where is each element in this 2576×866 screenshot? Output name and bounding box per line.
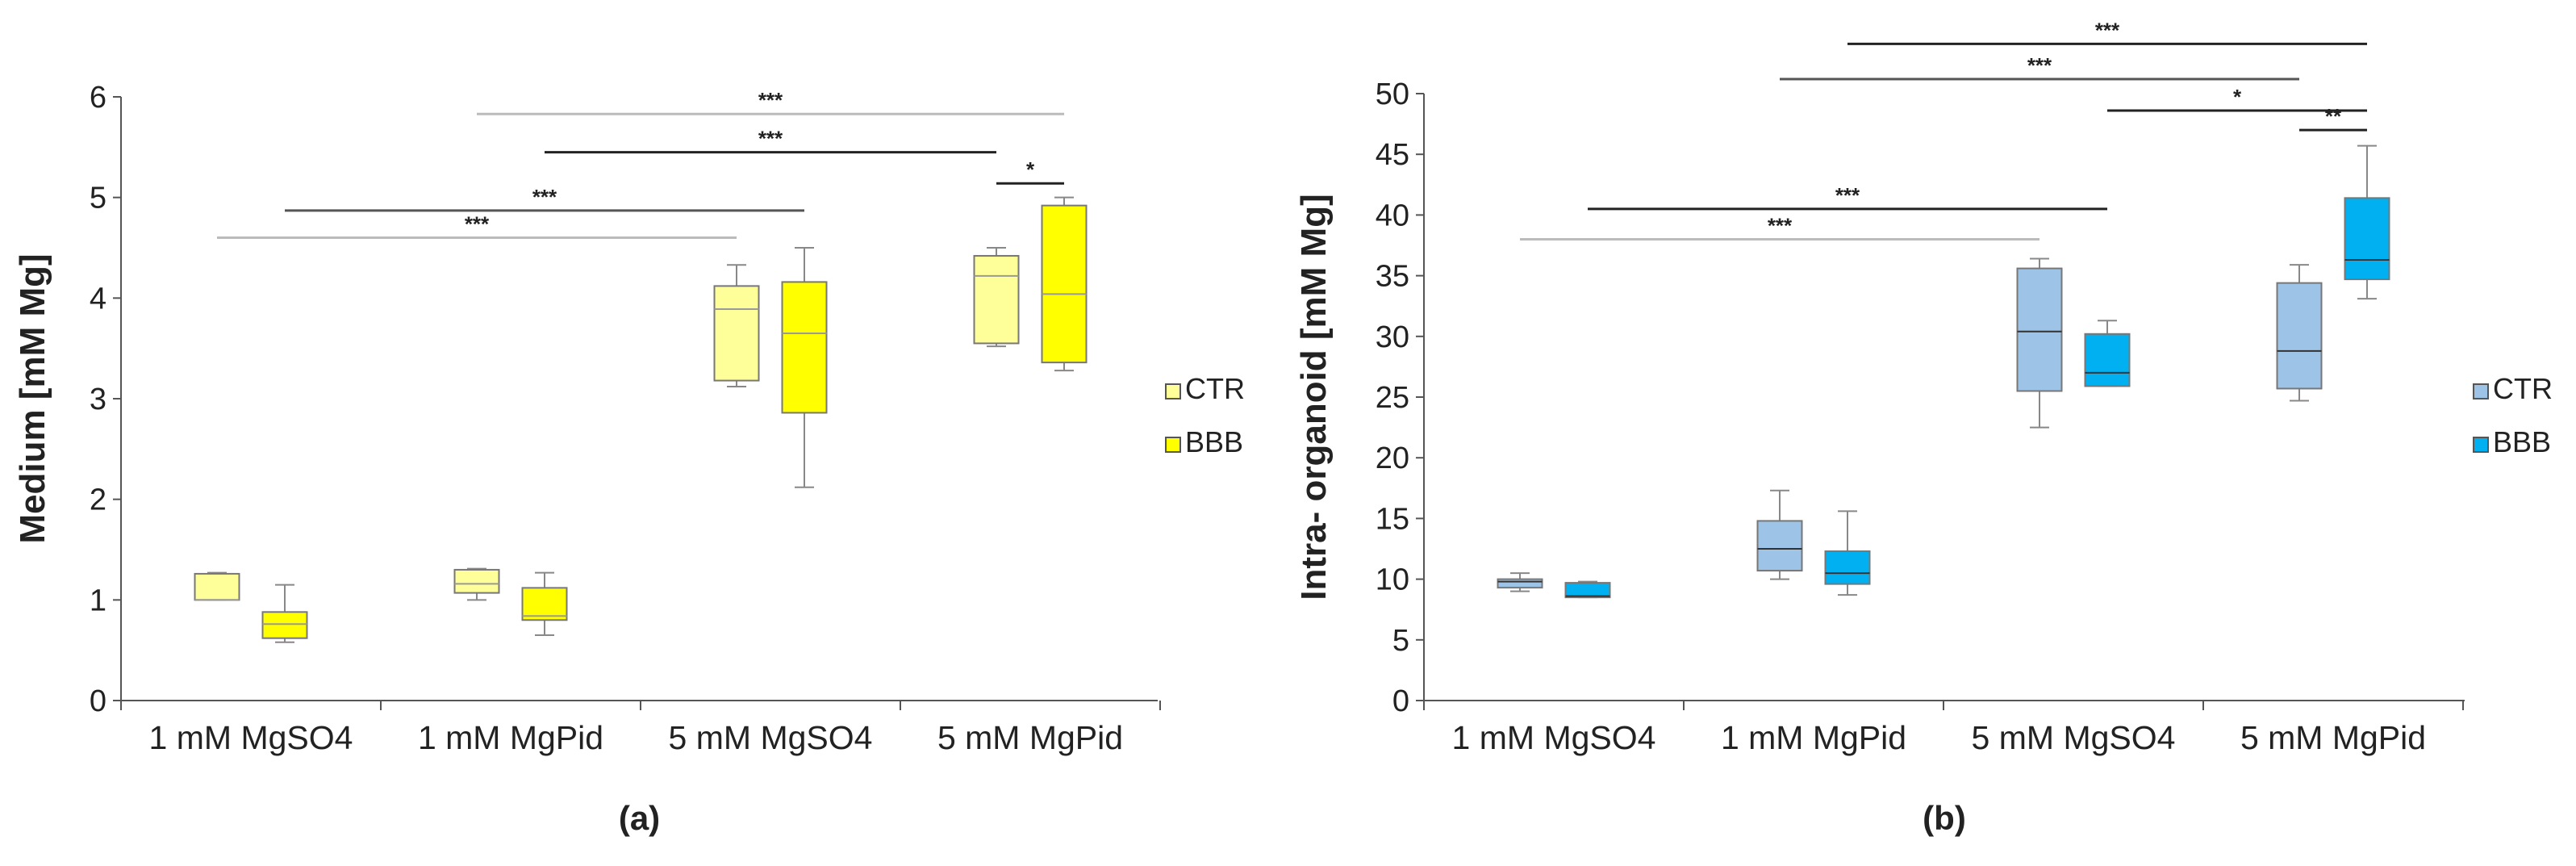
box-body [1041, 204, 1088, 364]
x-category-label: 1 mM MgPid [1721, 719, 1906, 756]
y-tick-label: 5 [90, 182, 106, 215]
y-tick-label: 35 [1376, 260, 1409, 294]
box-body [781, 281, 828, 414]
y-tick-label: 0 [90, 684, 106, 718]
x-category-label: 5 mM MgPid [937, 719, 1123, 756]
box-bbb-3 [781, 247, 828, 488]
box-body [2344, 197, 2390, 281]
box-ctr-2 [453, 567, 500, 601]
legend-label: BBB [2493, 425, 2551, 458]
x-category-label: 5 mM MgSO4 [669, 719, 873, 756]
box-body [713, 285, 760, 382]
box-ctr-3 [2016, 257, 2063, 429]
significance-label: *** [758, 88, 783, 112]
box-ctr-1 [1497, 572, 1543, 592]
box-body [1497, 578, 1543, 589]
legend-label: BBB [1185, 425, 1243, 458]
box-body [1824, 550, 1871, 585]
legend-swatch [1165, 437, 1181, 453]
box-bbb-4 [1041, 196, 1088, 372]
box-body [194, 572, 240, 601]
significance-label: *** [532, 185, 557, 209]
box-bbb-3 [2084, 320, 2131, 387]
box-body [521, 587, 568, 621]
significance-label: *** [465, 212, 490, 236]
y-tick-label: 25 [1376, 381, 1409, 415]
x-category-label: 1 mM MgPid [418, 719, 603, 756]
panel-label: (a) [619, 799, 660, 837]
y-tick-label: 1 [90, 584, 106, 617]
significance-label: * [1026, 157, 1035, 182]
box-ctr-4 [2276, 264, 2323, 402]
y-axis-title: Medium [mM Mg] [13, 253, 52, 543]
box-body [973, 254, 1020, 345]
box-body [453, 568, 500, 594]
box-ctr-4 [973, 247, 1020, 348]
y-tick-label: 50 [1376, 77, 1409, 111]
x-category-label: 1 mM MgSO4 [1452, 719, 1656, 756]
y-tick-label: 4 [90, 282, 106, 316]
significance-label: * [2233, 85, 2242, 109]
box-bbb-2 [1824, 510, 1871, 596]
significance-label: *** [1768, 213, 1793, 237]
box-body [1756, 520, 1803, 572]
panel-label: (b) [1923, 799, 1966, 837]
box-body [2084, 333, 2131, 387]
significance-label: *** [1835, 183, 1860, 207]
box-ctr-2 [1756, 489, 1803, 580]
y-tick-label: 30 [1376, 320, 1409, 354]
legend-label: CTR [1185, 372, 1245, 405]
box-ctr-1 [194, 571, 240, 601]
box-body [261, 611, 308, 639]
x-category-label: 1 mM MgSO4 [149, 719, 353, 756]
legend-item-bbb: BBB [1165, 425, 1243, 458]
y-tick-label: 0 [1392, 684, 1409, 718]
chart-panel-b: 0 5 10 15 20 25 30 35 40 45 50 1 mM MgSO4 1 mM MgPid… [1294, 18, 2553, 837]
significance-label: *** [2095, 18, 2120, 42]
y-tick-label: 45 [1376, 138, 1409, 172]
significance-label: *** [2027, 53, 2052, 77]
box-bbb-1 [261, 584, 308, 643]
box-bbb-4 [2344, 144, 2390, 300]
y-tick-label: 10 [1376, 563, 1409, 597]
box-body [1564, 582, 1611, 599]
box-ctr-3 [713, 264, 760, 388]
y-tick-label: 2 [90, 483, 106, 517]
x-category-label: 5 mM MgSO4 [1972, 719, 2176, 756]
significance-label: ** [2325, 104, 2342, 128]
y-tick-label: 20 [1376, 441, 1409, 475]
chart-panel-a: 0 1 2 3 4 5 6 1 mM MgSO4 1 mM MgPid 5 mM MgSO4 5 m… [13, 81, 1245, 837]
legend-swatch [2473, 437, 2489, 453]
legend-item-bbb: BBB [2473, 425, 2551, 458]
box-bbb-2 [521, 571, 568, 636]
y-tick-label: 3 [90, 383, 106, 416]
box-bbb-1 [1564, 580, 1611, 599]
legend-swatch [1165, 383, 1181, 400]
y-tick-label: 15 [1376, 502, 1409, 536]
legend-label: CTR [2493, 372, 2553, 405]
box-body [2276, 282, 2323, 390]
legend-item-ctr: CTR [1165, 372, 1245, 405]
y-tick-label: 6 [90, 81, 106, 115]
box-body [2016, 267, 2063, 392]
significance-label: *** [758, 127, 783, 151]
x-category-label: 5 mM MgPid [2240, 719, 2426, 756]
y-axis-title: Intra- organoid [mM Mg] [1294, 194, 1334, 600]
legend-swatch [2473, 383, 2489, 400]
legend-item-ctr: CTR [2473, 372, 2553, 405]
y-tick-label: 40 [1376, 199, 1409, 232]
y-tick-label: 5 [1392, 624, 1409, 658]
